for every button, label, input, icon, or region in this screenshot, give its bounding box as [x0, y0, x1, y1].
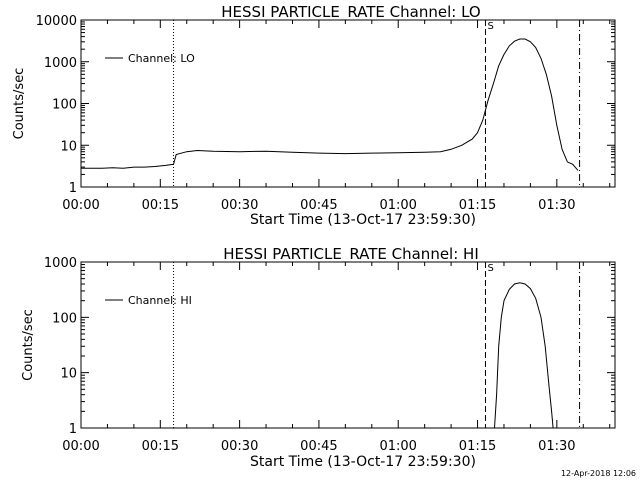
x-tick-label: 00:45: [300, 198, 337, 213]
y-axis-label: Counts/sec: [21, 309, 36, 381]
x-axis-label: Start Time (13-Oct-17 23:59:30): [250, 212, 476, 228]
y-tick-label: 1000: [44, 256, 77, 271]
plot-frame: [80, 261, 616, 429]
x-tick-label: 00:30: [221, 198, 258, 213]
x-tick-label: 01:15: [459, 198, 496, 213]
y-tick-label: 100: [52, 98, 77, 113]
plot-frame: [80, 19, 616, 188]
x-tick-label: 00:15: [142, 198, 179, 213]
x-tick-label: 01:15: [459, 439, 496, 454]
x-axis-label: Start Time (13-Oct-17 23:59:30): [250, 454, 476, 470]
x-tick-label: 01:00: [379, 198, 416, 213]
y-tick-label: 10: [60, 139, 77, 154]
marker-label: S: [487, 21, 493, 32]
y-tick-label: 1: [69, 422, 77, 437]
legend-label: Channel: LO: [128, 52, 195, 65]
x-tick-label: 00:00: [62, 198, 99, 213]
y-tick-label: 10000: [36, 14, 77, 29]
marker-label: S: [487, 263, 493, 274]
series-line: [81, 38, 579, 171]
x-tick-label: 00:15: [142, 439, 179, 454]
x-tick-label: 00:30: [221, 439, 258, 454]
y-tick-label: 1: [69, 181, 77, 196]
timestamp-label: 12-Apr-2018 12:06: [560, 469, 636, 478]
y-tick-label: 1000: [44, 56, 77, 71]
x-tick-label: 00:00: [62, 439, 99, 454]
y-tick-label: 10: [60, 367, 77, 382]
chart-title: HESSI PARTICLE_RATE Channel: LO: [221, 3, 480, 22]
x-tick-label: 00:45: [300, 439, 337, 454]
series-line: [494, 282, 554, 428]
y-axis-label: Counts/sec: [12, 68, 27, 140]
x-tick-label: 01:30: [538, 439, 575, 454]
x-tick-label: 01:00: [379, 439, 416, 454]
x-tick-label: 01:30: [538, 198, 575, 213]
legend-label: Channel: HI: [128, 294, 192, 307]
chart-title: HESSI PARTICLE_RATE Channel: HI: [223, 245, 479, 264]
y-tick-label: 100: [52, 311, 77, 326]
